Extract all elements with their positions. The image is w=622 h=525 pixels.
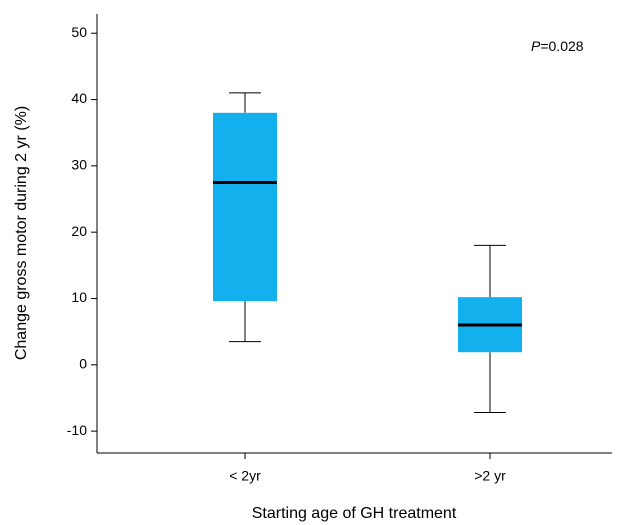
- y-axis-label: Change gross motor during 2 yr (%): [13, 106, 30, 360]
- x-tick-label: < 2yr: [229, 468, 261, 484]
- y-tick-label: 10: [71, 289, 87, 305]
- x-axis-label: Starting age of GH treatment: [252, 505, 457, 522]
- y-tick-label: 40: [71, 90, 87, 106]
- y-tick-label: 0: [79, 356, 87, 372]
- y-tick-label: -10: [67, 422, 87, 438]
- y-tick-label: 50: [71, 24, 87, 40]
- y-tick-label: 30: [71, 157, 87, 173]
- annotation-p: P: [531, 38, 541, 54]
- annotation: P=0.028: [531, 38, 584, 54]
- box: [213, 112, 277, 302]
- annotation-value: =0.028: [540, 38, 583, 54]
- y-tick-label: 20: [71, 223, 87, 239]
- x-tick-label: >2 yr: [474, 468, 506, 484]
